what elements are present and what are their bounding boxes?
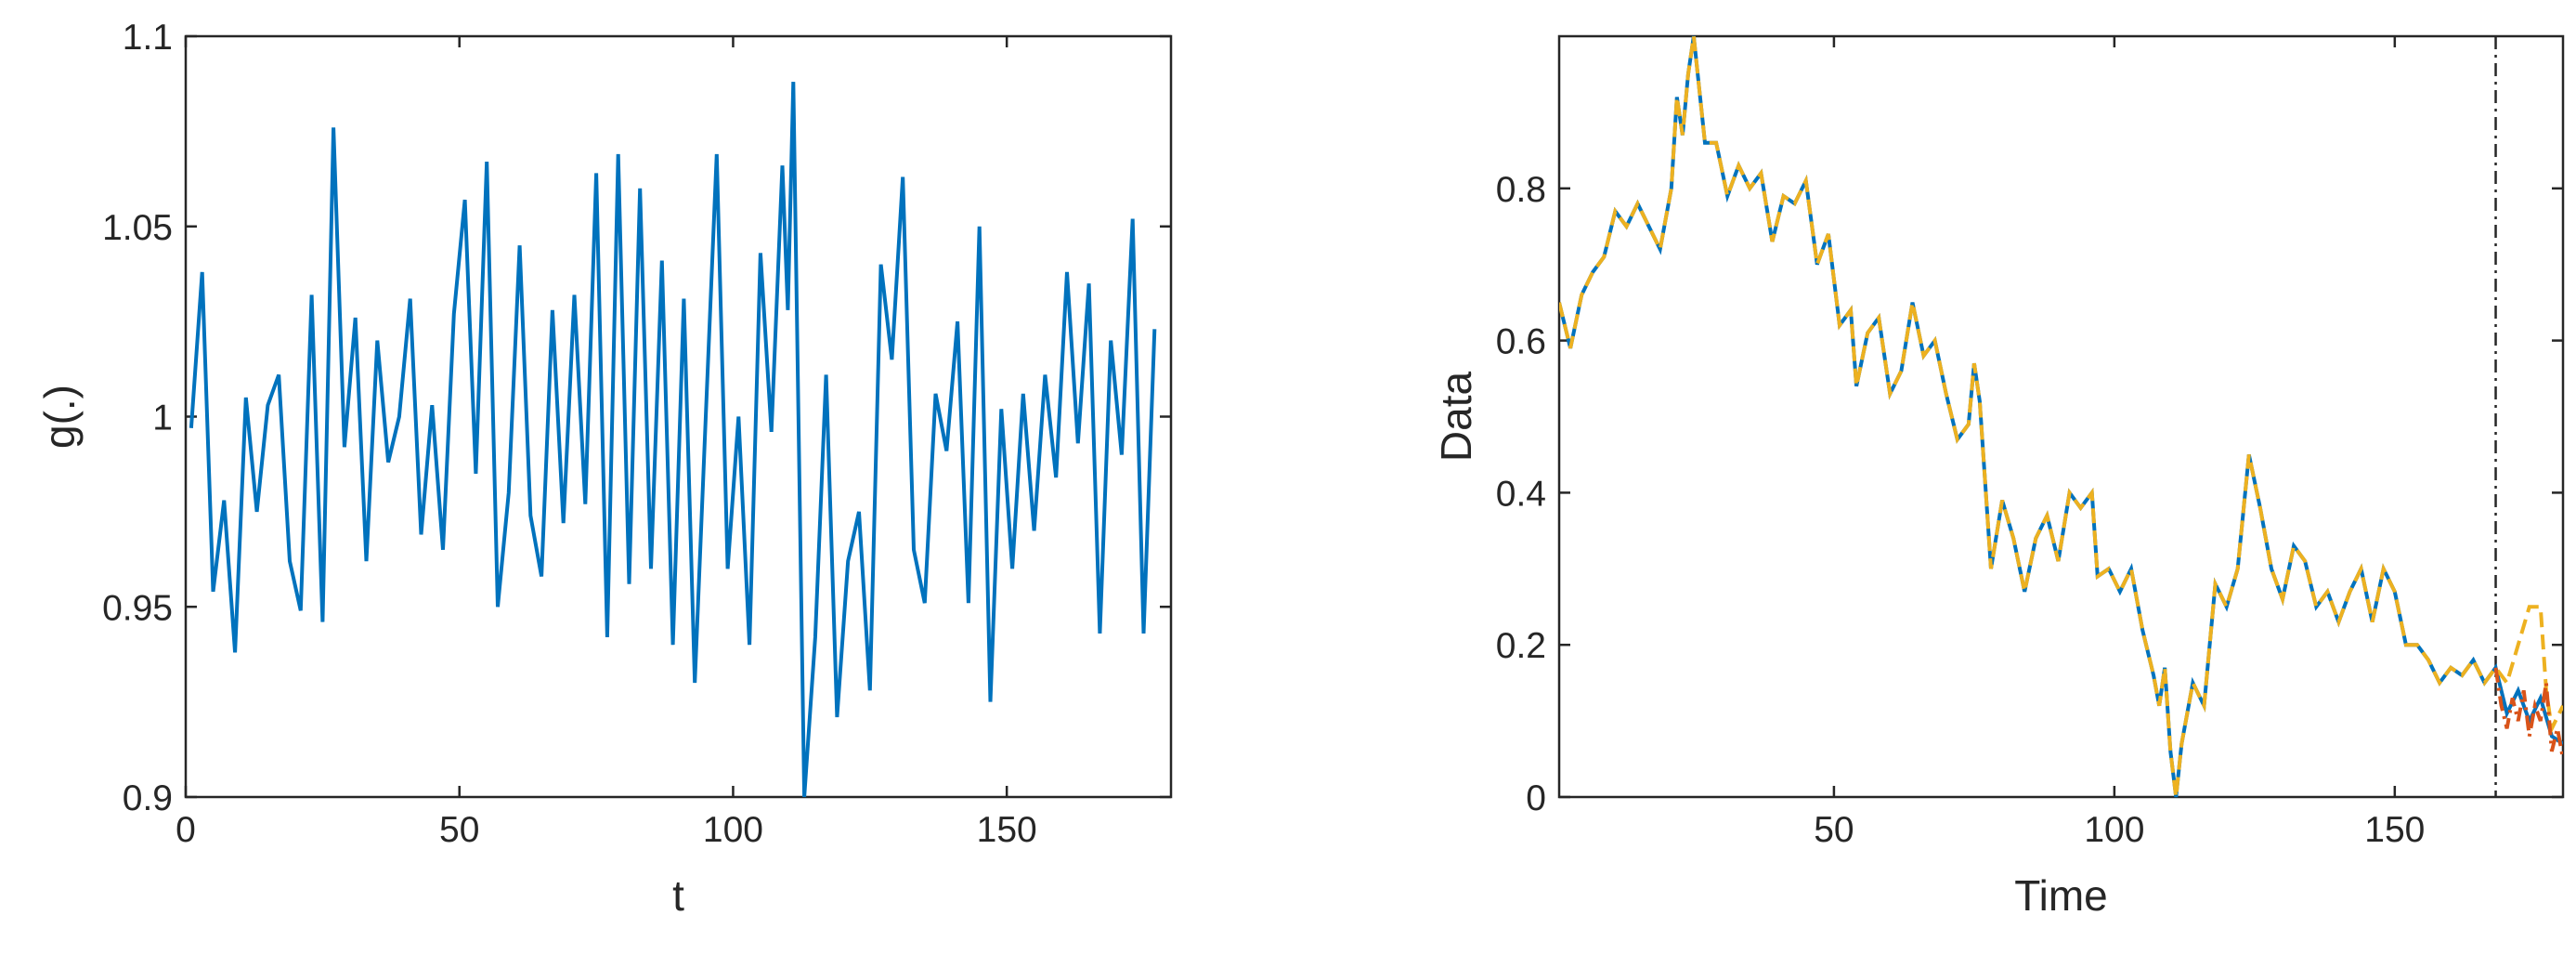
x-tick-label: 100	[703, 810, 763, 850]
y-tick-label: 0.9	[123, 778, 173, 818]
y-tick-label: 1	[152, 399, 173, 438]
y-tick-label: 0.2	[1496, 626, 1546, 666]
y-tick-label: 1.1	[123, 18, 173, 58]
x-tick-label: 50	[1814, 810, 1854, 850]
x-tick-label: 100	[2084, 810, 2144, 850]
y-tick-label: 0.95	[102, 588, 173, 628]
x-axis-label: Time	[2014, 871, 2108, 920]
data-line	[2493, 667, 2563, 760]
x-axis-label: t	[672, 871, 684, 920]
x-tick-label: 0	[176, 810, 196, 850]
data-line	[1559, 35, 2563, 798]
y-axis-label: g(.)	[35, 385, 84, 449]
x-tick-label: 50	[439, 810, 479, 850]
y-tick-label: 1.05	[102, 208, 173, 248]
data-line	[189, 82, 1157, 798]
x-tick-label: 150	[977, 810, 1037, 850]
y-axis-label: Data	[1432, 372, 1480, 463]
x-tick-label: 150	[2364, 810, 2425, 850]
axes-box	[1557, 34, 2565, 799]
y-tick-label: 0	[1526, 778, 1546, 818]
y-tick-label: 0.4	[1496, 474, 1546, 514]
y-tick-label: 0.8	[1496, 170, 1546, 210]
y-tick-label: 0.6	[1496, 322, 1546, 362]
